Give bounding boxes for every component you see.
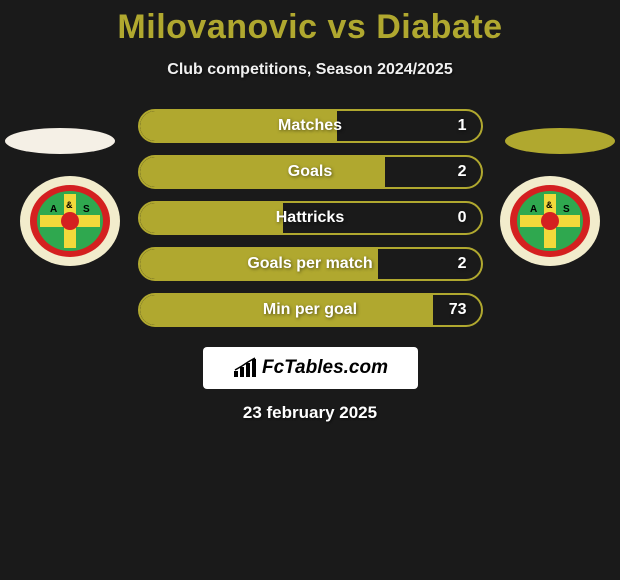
stat-row: Matches1 [138,109,483,143]
shield-icon: A S & [20,176,120,266]
player-left-marker [5,128,115,154]
source-logo[interactable]: FcTables.com [203,347,418,389]
shield-icon: A S & [500,176,600,266]
bars-icon [232,357,258,379]
logo-text: FcTables.com [262,357,388,379]
svg-text:&: & [66,200,73,210]
stat-fill [140,295,433,325]
svg-text:S: S [563,204,570,215]
stat-value: 0 [458,209,467,227]
stat-row: Goals2 [138,155,483,189]
comparison-card: Milovanovic vs Diabate Club competitions… [0,0,620,580]
player-right-marker [505,128,615,154]
stat-row: Min per goal73 [138,293,483,327]
stat-fill [140,249,379,279]
club-badge-left: A S & [20,176,120,266]
stat-value: 73 [449,301,467,319]
svg-text:A: A [50,204,57,215]
stat-fill [140,203,283,233]
stat-value: 2 [458,163,467,181]
svg-text:S: S [83,204,90,215]
club-badge-right: A S & [500,176,600,266]
stat-value: 2 [458,255,467,273]
stats-list: Matches1 Goals2 Hattricks0 Goals per match2… [138,109,483,327]
stat-value: 1 [458,117,467,135]
stat-fill [140,157,386,187]
subtitle: Club competitions, Season 2024/2025 [0,61,620,79]
stat-fill [140,111,338,141]
stat-row: Goals per match2 [138,247,483,281]
svg-text:A: A [530,204,537,215]
page-title: Milovanovic vs Diabate [0,8,620,47]
stat-row: Hattricks0 [138,201,483,235]
date-text: 23 february 2025 [0,403,620,423]
svg-text:&: & [546,200,553,210]
